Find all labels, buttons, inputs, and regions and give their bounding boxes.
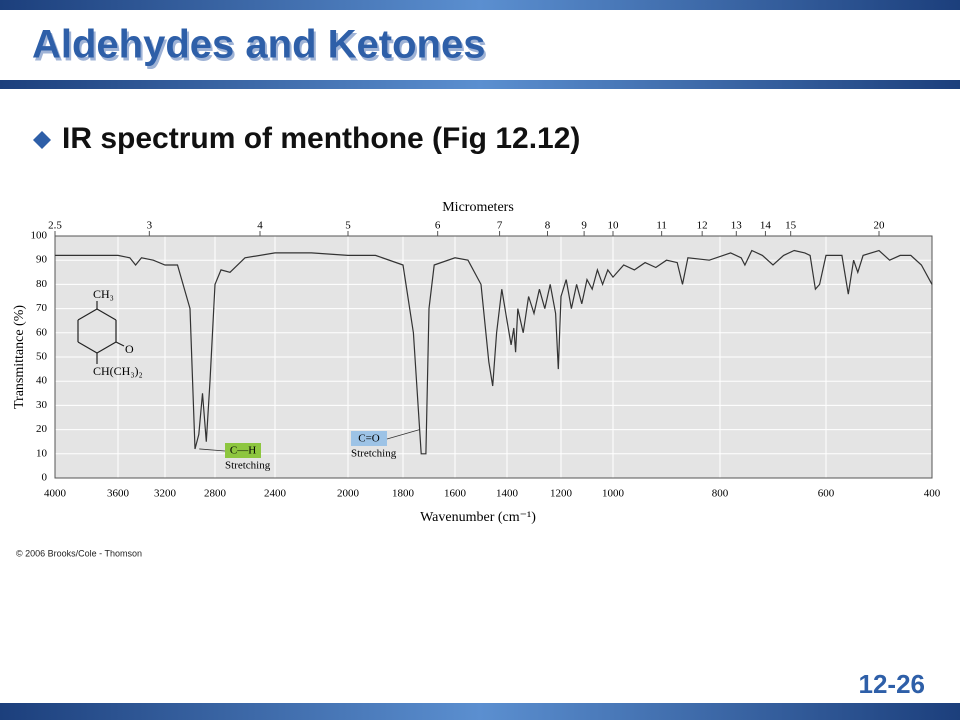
title-shadow: Aldehydes and Ketones	[34, 26, 487, 70]
y-tick-label: 30	[36, 399, 48, 411]
annotation-arrow	[199, 448, 226, 452]
annotation-arrow	[386, 429, 420, 440]
top-tick-label: 12	[697, 220, 708, 232]
bond	[96, 341, 117, 354]
x-tick-label: 600	[818, 488, 835, 500]
annotation-sub: Stretching	[351, 448, 397, 460]
bond	[115, 341, 125, 347]
y-axis-label: Transmittance (%)	[12, 305, 27, 409]
top-tick-label: 10	[608, 220, 620, 232]
molecule: CH₃ O CH(CH₃)₂	[77, 287, 143, 378]
x-tick-label: 3600	[107, 488, 130, 500]
top-tick-label: 6	[435, 220, 441, 232]
top-tick-label: 9	[581, 220, 587, 232]
x-tick-label: 2800	[204, 488, 227, 500]
slide-title: Aldehydes and Ketones	[32, 23, 485, 67]
title-rule	[0, 80, 960, 89]
y-tick-label: 100	[31, 230, 48, 242]
y-tick-label: 50	[36, 351, 48, 363]
bullet-icon	[33, 131, 51, 149]
x-tick-label: 2000	[337, 488, 360, 500]
top-tick-label: 13	[731, 220, 743, 232]
x-tick-label: 800	[712, 488, 729, 500]
spectrum-line	[55, 249, 933, 455]
top-tick-label: 5	[345, 220, 351, 232]
x-tick-label: 1000	[602, 488, 625, 500]
top-tick-label: 15	[785, 220, 797, 232]
y-tick-label: 70	[36, 302, 48, 314]
top-tick-label: 7	[497, 220, 503, 232]
top-tick-label: 3	[147, 220, 153, 232]
x-tick-label: 1800	[392, 488, 415, 500]
y-tick-label: 90	[36, 254, 48, 266]
bullet-text: IR spectrum of menthone (Fig 12.12)	[62, 122, 580, 155]
top-tick-label: 11	[656, 220, 667, 232]
annotation-box	[351, 431, 387, 446]
y-tick-label: 0	[42, 472, 48, 484]
structure-label: CH₃	[93, 287, 114, 301]
plot-frame	[54, 235, 933, 479]
page-number: 12-26	[859, 669, 926, 699]
x-tick-label: 4000	[44, 488, 67, 500]
top-bar	[0, 0, 960, 10]
structure-label: O	[125, 342, 134, 356]
top-tick-label: 20	[874, 220, 886, 232]
y-tick-label: 80	[36, 278, 48, 290]
bond	[77, 341, 98, 354]
annotation-box	[225, 443, 261, 458]
x-axis-label: Wavenumber (cm⁻¹)	[420, 510, 536, 525]
x-tick-label: 1600	[444, 488, 467, 500]
annotation-label: C=O	[358, 433, 380, 445]
x-tick-label: 2400	[264, 488, 287, 500]
annotation-label: C—H	[230, 445, 256, 457]
y-tick-label: 10	[36, 447, 48, 459]
x-tick-label: 1400	[496, 488, 519, 500]
x-tick-label: 400	[924, 488, 941, 500]
y-tick-label: 20	[36, 423, 48, 435]
y-tick-label: 60	[36, 326, 48, 338]
top-tick-label: 14	[760, 220, 772, 232]
bond	[77, 308, 98, 321]
top-tick-label: 4	[257, 220, 263, 232]
top-tick-label: 2.5	[48, 220, 62, 232]
y-tick-label: 40	[36, 375, 48, 387]
copyright: © 2006 Brooks/Cole - Thomson	[16, 548, 142, 558]
bond	[96, 308, 117, 321]
structure-label: CH(CH₃)₂	[93, 364, 143, 378]
top-tick-label: 8	[545, 220, 551, 232]
top-axis-label: Micrometers	[442, 200, 514, 215]
x-tick-label: 3200	[154, 488, 177, 500]
bottom-bar	[0, 703, 960, 720]
annotation-sub: Stretching	[225, 460, 271, 472]
x-tick-label: 1200	[550, 488, 573, 500]
